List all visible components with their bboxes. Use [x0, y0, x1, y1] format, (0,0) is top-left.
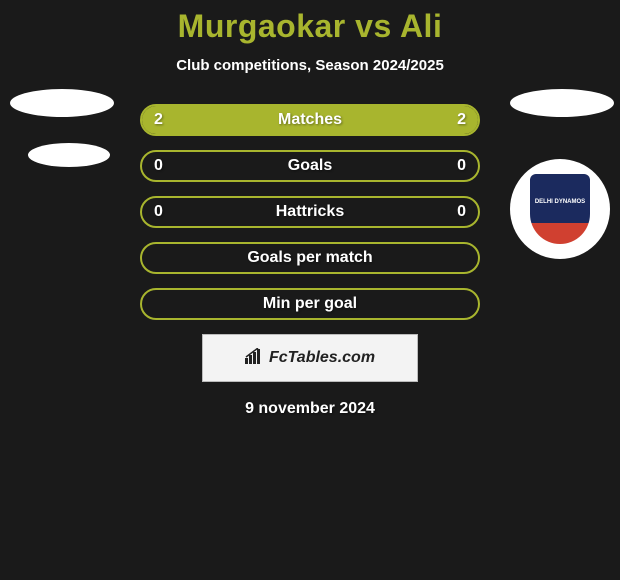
- stat-bars: 2 Matches 2 0 Goals 0 0 Hattricks 0 Goal…: [140, 104, 480, 320]
- player-left-avatar: [10, 89, 110, 189]
- stat-label: Min per goal: [263, 295, 357, 313]
- stat-row-goals: 0 Goals 0: [140, 150, 480, 182]
- watermark-text: FcTables.com: [269, 349, 375, 367]
- page-title: Murgaokar vs Ali: [0, 0, 620, 45]
- stats-area: DELHI DYNAMOS 2 Matches 2 0 Goals 0 0 Ha…: [0, 104, 620, 418]
- watermark[interactable]: FcTables.com: [202, 334, 418, 382]
- stat-label: Hattricks: [276, 203, 344, 221]
- club-name: DELHI DYNAMOS: [535, 199, 585, 220]
- club-badge: DELHI DYNAMOS: [510, 159, 610, 259]
- stat-value-left: 2: [154, 111, 163, 129]
- stat-label: Matches: [278, 111, 342, 129]
- stat-label: Goals per match: [247, 249, 372, 267]
- chart-icon: [245, 348, 265, 369]
- stat-value-left: 0: [154, 157, 163, 175]
- stat-value-left: 0: [154, 203, 163, 221]
- stat-value-right: 0: [457, 203, 466, 221]
- stat-value-right: 2: [457, 111, 466, 129]
- stat-row-hattricks: 0 Hattricks 0: [140, 196, 480, 228]
- stat-row-min-per-goal: Min per goal: [140, 288, 480, 320]
- date: 9 november 2024: [0, 400, 620, 418]
- subtitle: Club competitions, Season 2024/2025: [0, 57, 620, 74]
- stat-label: Goals: [288, 157, 332, 175]
- stat-row-matches: 2 Matches 2: [140, 104, 480, 136]
- stat-value-right: 0: [457, 157, 466, 175]
- stat-row-goals-per-match: Goals per match: [140, 242, 480, 274]
